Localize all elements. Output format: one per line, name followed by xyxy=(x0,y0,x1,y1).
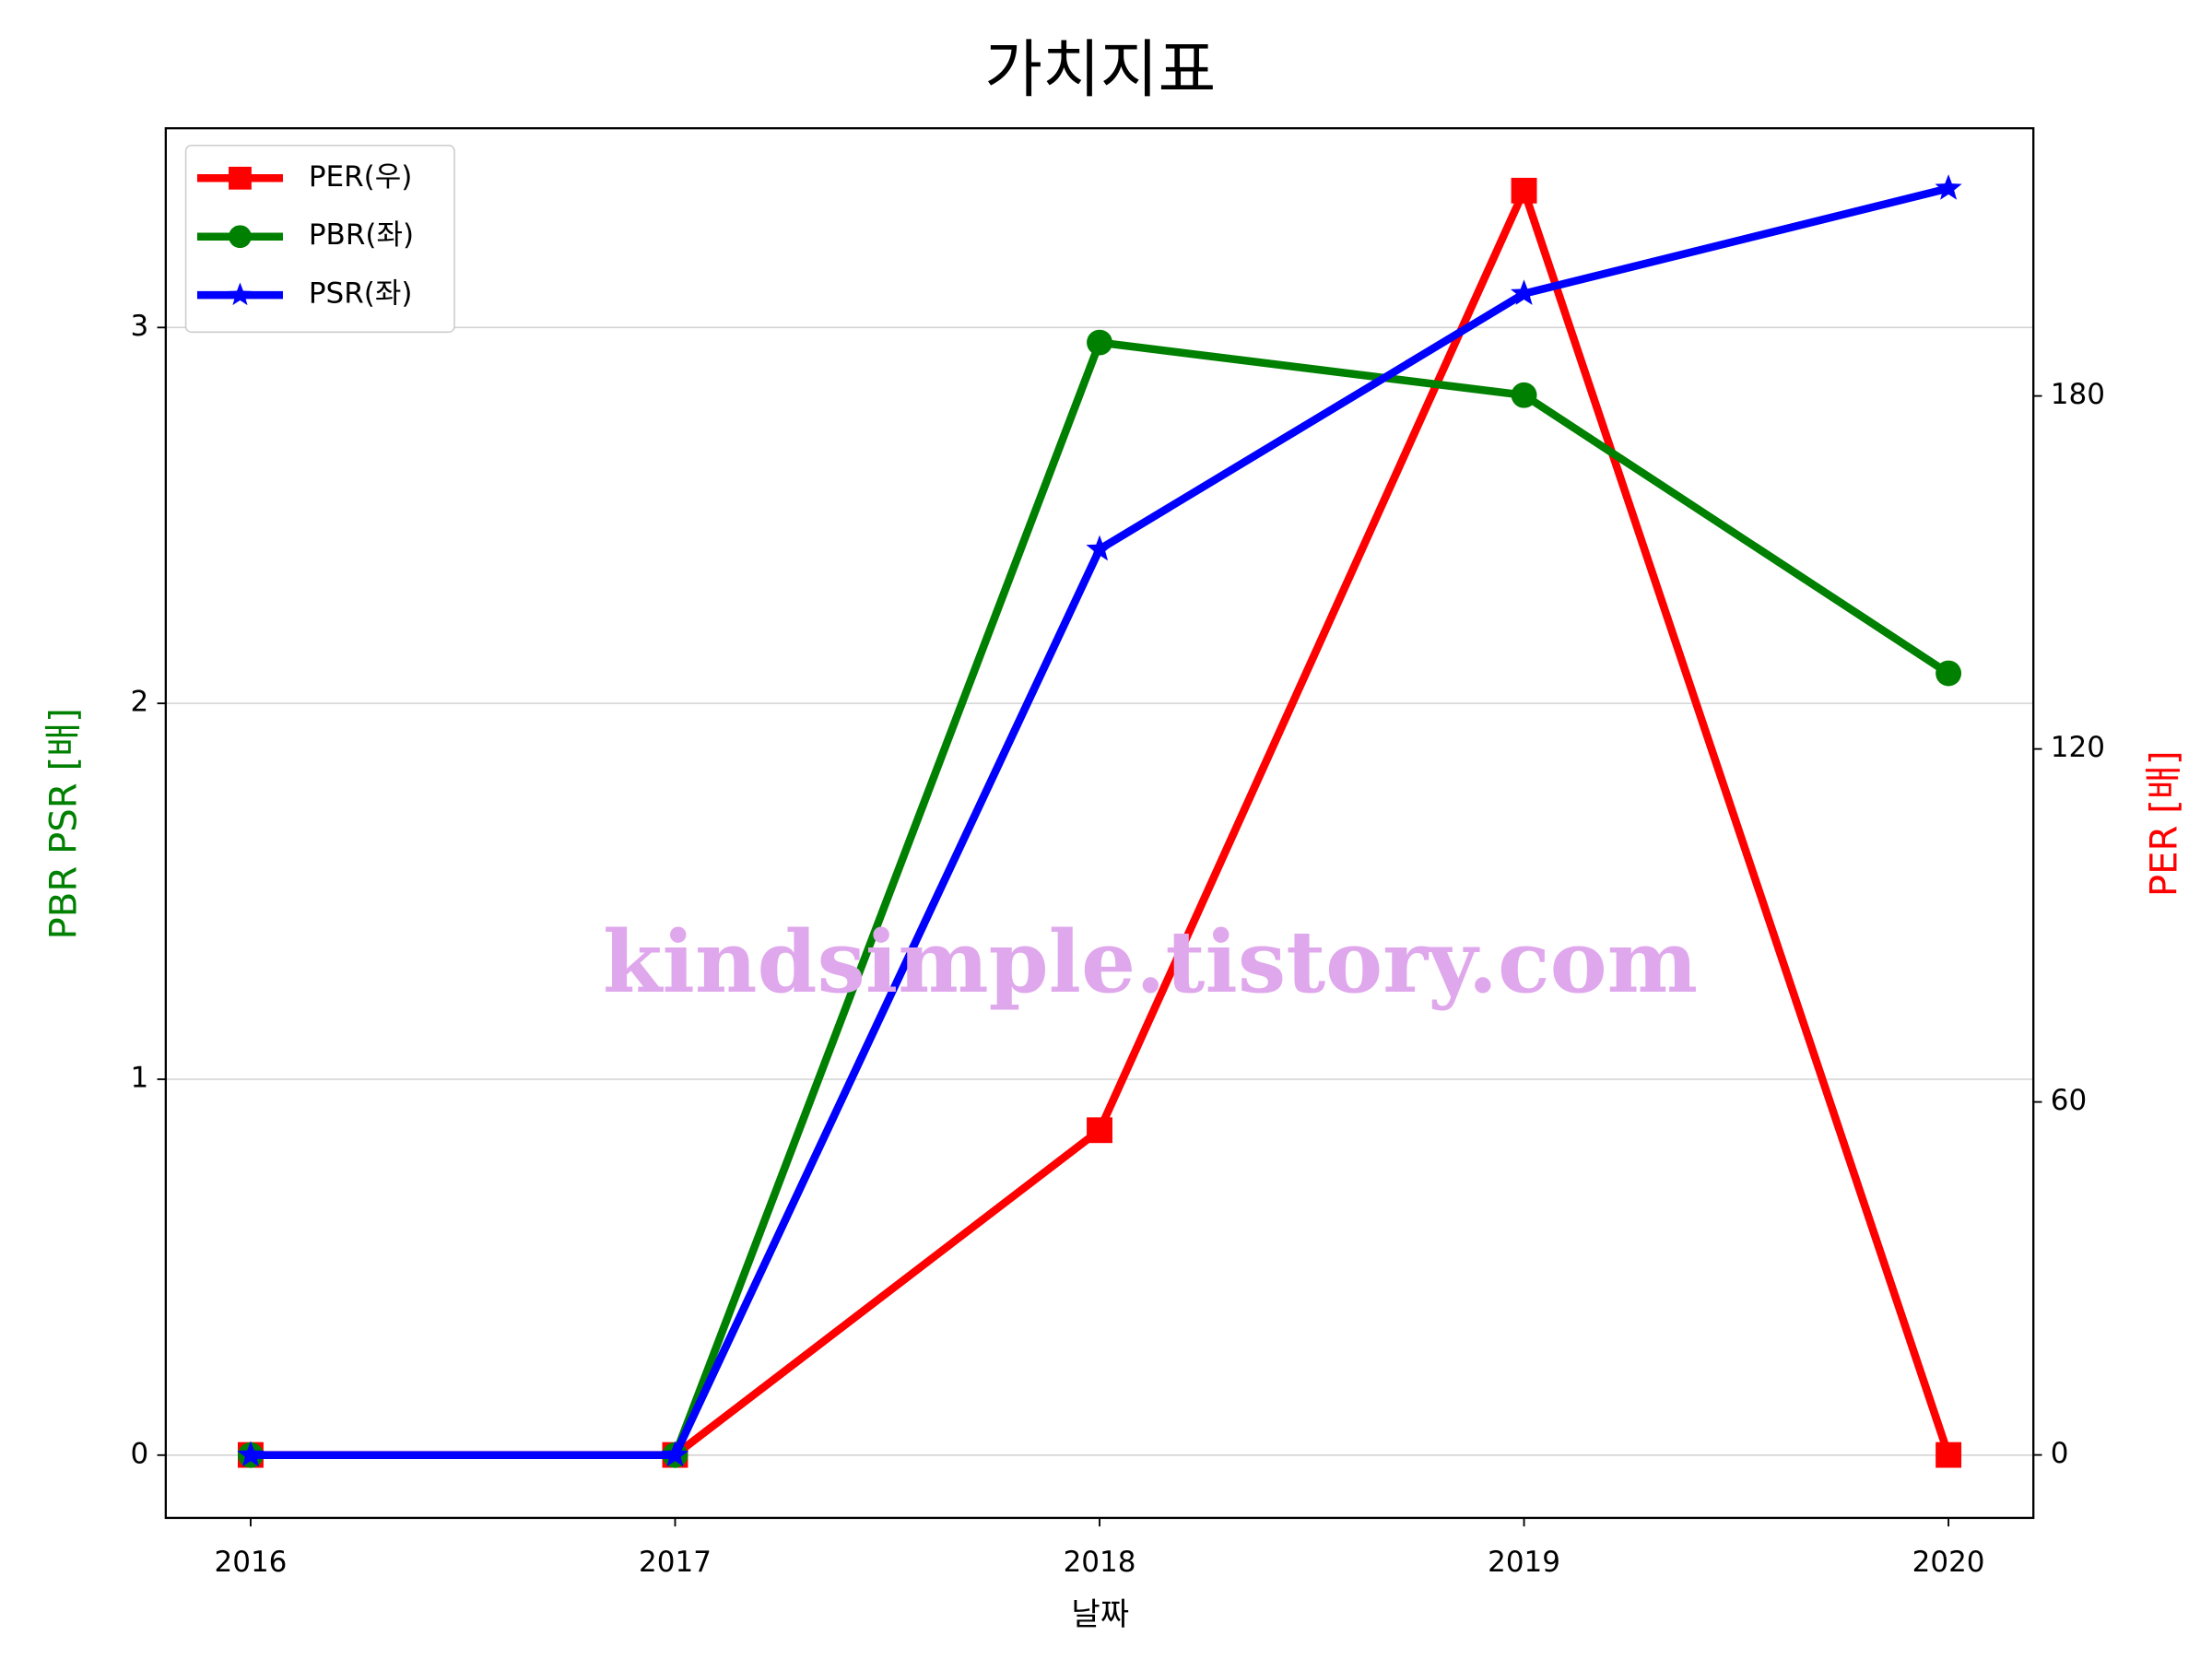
x-tick-label: 2020 xyxy=(1912,1546,1985,1579)
plot-frame xyxy=(164,127,2035,1520)
marker xyxy=(1087,329,1112,356)
legend-label: PER(우) xyxy=(309,160,413,194)
y-axis-label: PBR PSR [배] xyxy=(42,708,85,939)
marker xyxy=(1936,1441,1962,1468)
chart-title: 가치지표 xyxy=(984,34,1216,107)
marker xyxy=(1936,660,1962,687)
x-tick-label: 2016 xyxy=(215,1546,288,1579)
y2-tick-label: 0 xyxy=(2051,1437,2069,1470)
marker xyxy=(1935,174,1962,200)
y2-tick-label: 60 xyxy=(2051,1084,2087,1117)
x-tick-label: 2018 xyxy=(1064,1546,1136,1579)
marker xyxy=(661,1441,689,1467)
y2-tick-label: 120 xyxy=(2051,731,2105,764)
x-axis-label: 날짜 xyxy=(1071,1596,1129,1633)
marker xyxy=(1510,279,1538,305)
marker xyxy=(229,225,252,249)
legend: PER(우) PBR(좌) PSR(좌) xyxy=(184,144,455,334)
y2-tick-label: 180 xyxy=(2051,378,2105,411)
marker xyxy=(1087,1117,1112,1144)
marker xyxy=(229,166,252,190)
marker xyxy=(237,1441,265,1467)
x-tick-label: 2019 xyxy=(1488,1546,1560,1579)
watermark: kindsimple.tistory.com xyxy=(603,912,1698,1012)
y-tick-label: 0 xyxy=(131,1437,149,1470)
legend-box xyxy=(184,144,455,334)
marker xyxy=(1086,535,1113,561)
legend-label: PSR(좌) xyxy=(309,277,413,311)
y-tick-label: 3 xyxy=(131,310,149,343)
series-line xyxy=(250,338,1951,1460)
marker xyxy=(228,282,253,306)
y-tick-label: 2 xyxy=(131,686,149,719)
x-tick-label: 2017 xyxy=(639,1546,712,1579)
series-line xyxy=(250,186,1953,1459)
y2-axis-label: PER [배] xyxy=(2143,750,2185,897)
legend-label: PBR(좌) xyxy=(309,218,414,252)
marker xyxy=(1511,382,1537,408)
marker xyxy=(1511,177,1537,204)
series-line xyxy=(250,184,1950,1460)
y-tick-label: 1 xyxy=(131,1061,149,1094)
